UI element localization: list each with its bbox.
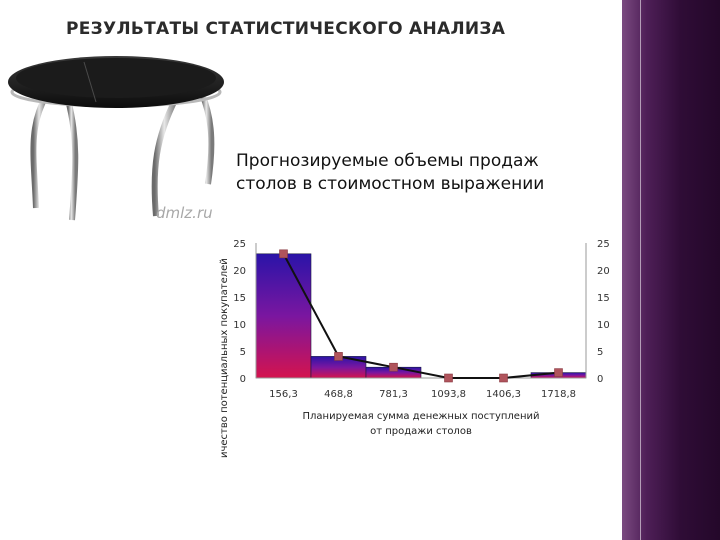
- chart-title: Прогнозируемые объемы продаж столов в ст…: [236, 150, 596, 196]
- table-leg: [151, 96, 179, 217]
- secondary-y-tick-label: 25: [597, 239, 610, 250]
- x-tick-label: 1093,8: [431, 389, 466, 400]
- x-tick-label: 1406,3: [486, 389, 521, 400]
- decorative-side-band: [622, 0, 720, 540]
- secondary-y-tick-label: 5: [597, 347, 603, 358]
- chart-title-line: Прогнозируемые объемы продаж: [236, 151, 539, 171]
- side-divider-line: [640, 0, 641, 540]
- line-marker: [279, 249, 288, 259]
- table-photo: dmlz.ru: [8, 56, 224, 222]
- chart-area: 0 5 10 15 20 25 0 5 10 15 20 25 156,3 468,8 781,3 109…: [219, 239, 610, 458]
- y-tick-label: 20: [233, 266, 246, 277]
- chart-title-line: столов в стоимостном выражении: [236, 174, 545, 194]
- watermark: dmlz.ru: [156, 204, 213, 222]
- x-tick-label: 156,3: [269, 389, 298, 400]
- secondary-y-tick-label: 10: [597, 320, 610, 331]
- line-marker: [334, 352, 343, 361]
- line-series: [282, 253, 559, 379]
- y-tick-label: 0: [240, 374, 246, 385]
- table-leg: [199, 92, 215, 185]
- bar: [255, 253, 312, 379]
- line-marker: [499, 373, 508, 383]
- table-leg: [30, 94, 49, 209]
- x-tick-label: 781,3: [379, 389, 408, 400]
- y-tick-label: 10: [233, 320, 246, 331]
- secondary-y-tick-label: 20: [597, 266, 610, 277]
- line-marker: [444, 373, 453, 383]
- y-axis-label: ичество потенциальных покупателей: [219, 258, 230, 458]
- x-axis-label-line: Планируемая сумма денежных поступлений: [303, 411, 540, 422]
- secondary-y-tick-label: 0: [597, 374, 603, 385]
- x-axis-label-line: от продажи столов: [370, 426, 472, 437]
- y-tick-label: 5: [240, 347, 246, 358]
- slide-title: РЕЗУЛЬТАТЫ СТАТИСТИЧЕСКОГО АНАЛИЗА: [66, 19, 506, 39]
- x-tick-label: 1718,8: [541, 389, 576, 400]
- y-tick-label: 25: [233, 239, 246, 250]
- line-marker: [554, 368, 563, 377]
- table-leg: [65, 99, 79, 221]
- secondary-y-tick-label: 15: [597, 293, 610, 304]
- line-marker: [389, 362, 398, 372]
- y-tick-label: 15: [233, 293, 246, 304]
- x-tick-label: 468,8: [324, 389, 353, 400]
